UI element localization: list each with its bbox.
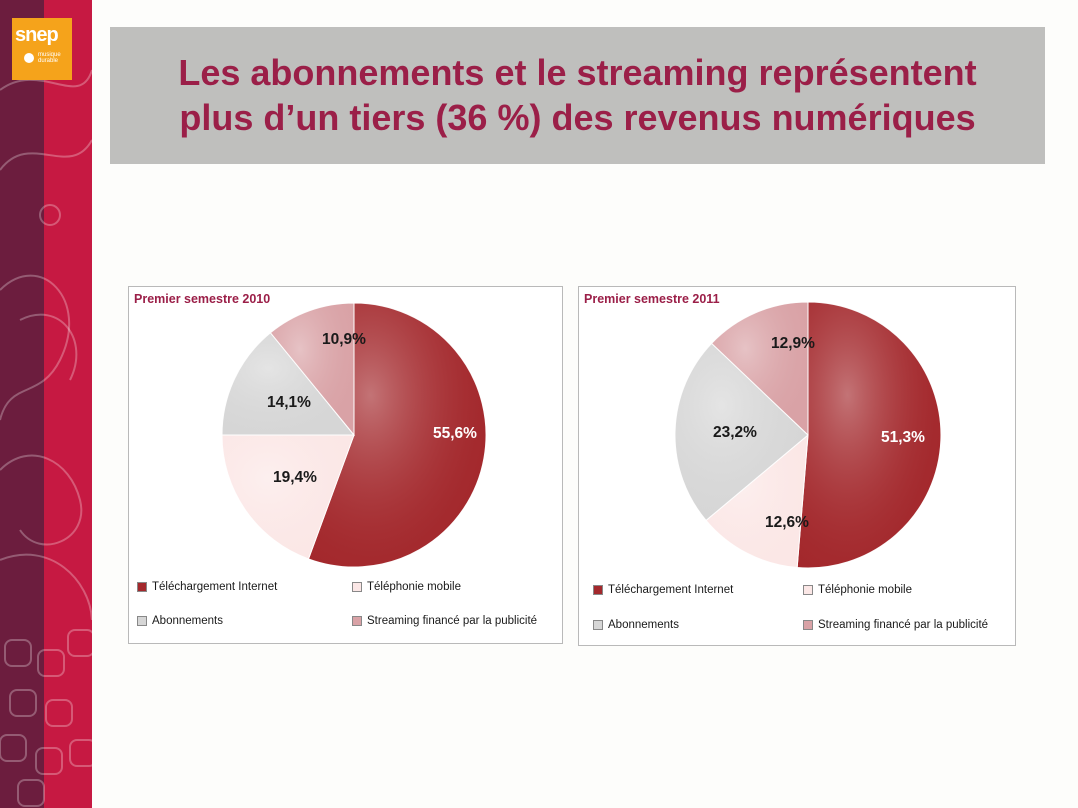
slide-title-line-1: Les abonnements et le streaming représen… (178, 52, 977, 93)
legend-label: Téléphonie mobile (818, 584, 912, 596)
data-label-subscription: 23,2% (713, 424, 757, 441)
legend-label: Streaming financé par la publicité (367, 615, 538, 627)
data-label-streaming-ads: 12,9% (771, 335, 815, 352)
pie-chart-svg: 55,6% 19,4% 14,1% 10,9% (221, 302, 487, 568)
pie-slice-highlight (222, 435, 354, 559)
legend-item-subscription: Abonnements (137, 615, 223, 627)
legend-item-download: Téléchargement Internet (593, 584, 733, 596)
legend-item-download: Téléchargement Internet (137, 581, 277, 593)
legend-item-mobile: Téléphonie mobile (352, 581, 461, 593)
slide-title: Les abonnements et le streaming représen… (110, 50, 1045, 140)
legend-swatch (803, 585, 813, 595)
pie-chart-2011: Premier semestre 2011 51,3% 12,6% 23,2% 12,… (578, 286, 1016, 646)
pie-slice-highlight (270, 303, 354, 435)
legend-item-streaming-ads: Streaming financé par la publicité (803, 619, 988, 631)
data-label-subscription: 14,1% (267, 394, 311, 411)
pie-slice-highlight (797, 302, 941, 568)
title-band: Les abonnements et le streaming représen… (110, 27, 1045, 164)
legend-item-streaming-ads: Streaming financé par la publicité (352, 615, 537, 627)
legend-item-mobile: Téléphonie mobile (803, 584, 912, 596)
legend-swatch (137, 582, 147, 592)
legend-swatch (137, 616, 147, 626)
legend-label: Streaming financé par la publicité (818, 619, 989, 631)
data-label-mobile: 19,4% (273, 469, 317, 486)
pie-slice-highlight (711, 302, 808, 435)
pie-slice-highlight (706, 435, 808, 568)
pie-slice-highlight (222, 332, 354, 435)
chart-title: Premier semestre 2010 (134, 292, 271, 306)
data-label-download: 51,3% (881, 429, 925, 446)
decorative-sidebar: snep musique durable (0, 0, 92, 808)
legend-swatch (593, 620, 603, 630)
snep-logo: snep musique durable (12, 18, 72, 80)
legend-swatch (593, 585, 603, 595)
data-label-streaming-ads: 10,9% (322, 331, 366, 348)
legend-label: Abonnements (608, 619, 679, 631)
logo-dot (24, 53, 34, 63)
legend-item-subscription: Abonnements (593, 619, 679, 631)
legend-label: Téléchargement Internet (152, 581, 278, 593)
data-label-download: 55,6% (433, 425, 477, 442)
pie-slice-highlight (308, 303, 487, 567)
pie-chart-2010: Premier semestre 2010 55,6% 19,4% 14,1% 10,… (128, 286, 563, 644)
sidebar-pattern (0, 0, 92, 808)
pie-slice-highlight (675, 343, 808, 521)
slide-title-line-2: plus d’un tiers (36 %) des revenus numér… (179, 97, 976, 138)
legend-swatch (352, 616, 362, 626)
legend-label: Téléphonie mobile (367, 581, 461, 593)
chart-title: Premier semestre 2011 (584, 292, 720, 306)
legend-swatch (803, 620, 813, 630)
legend-swatch (352, 582, 362, 592)
logo-text: snep (15, 24, 59, 46)
logo-subtext: musique durable (38, 52, 61, 64)
legend-label: Abonnements (152, 615, 223, 627)
legend-label: Téléchargement Internet (608, 584, 734, 596)
data-label-mobile: 12,6% (765, 514, 809, 531)
pie-chart-svg: 51,3% 12,6% 23,2% 12,9% (674, 301, 942, 569)
